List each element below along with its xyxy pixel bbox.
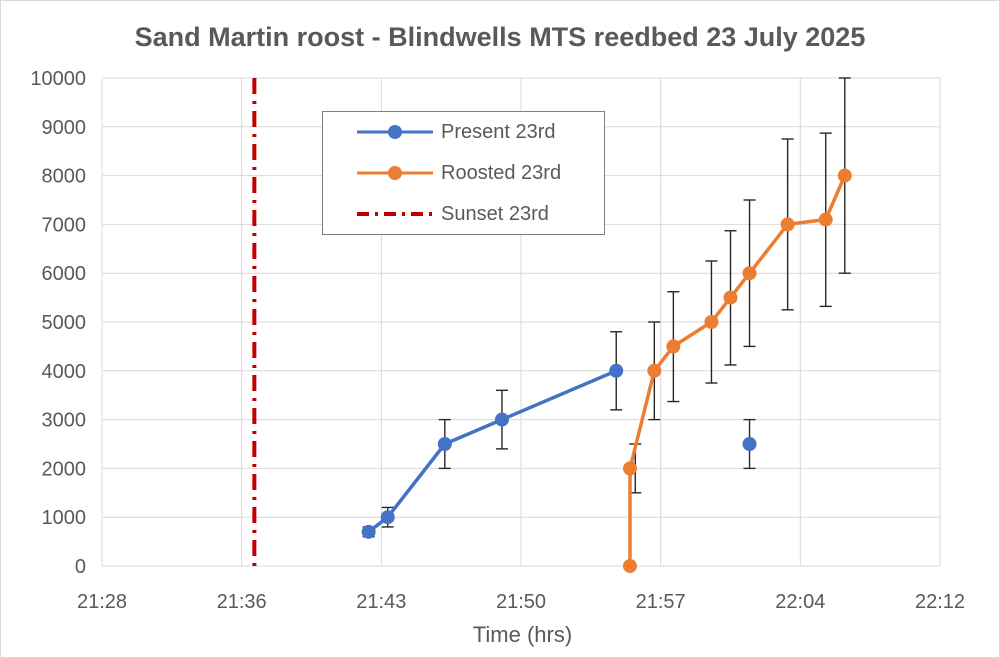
y-tick-label: 8000 [42, 166, 87, 188]
x-tick-label: 21:43 [356, 591, 406, 613]
roosted-point [742, 266, 757, 281]
y-tick-label: 1000 [42, 507, 87, 529]
legend-label-roosted: Roosted 23rd [441, 162, 562, 184]
legend-label-present: Present 23rd [441, 121, 556, 143]
roosted-point [818, 212, 833, 227]
y-tick-label: 5000 [42, 312, 87, 334]
legend-swatch-present [357, 125, 433, 139]
roosted-series-line [628, 174, 847, 566]
roosted-point [780, 217, 795, 232]
series-layer [252, 77, 852, 573]
legend-item-present: Present 23rd [323, 117, 604, 147]
roosted-point [623, 461, 637, 476]
roosted-point [723, 290, 738, 305]
x-tick-labels: 21:28 21:36 21:43 21:50 21:57 22:04 22:12 [77, 591, 965, 613]
x-axis-title: Time (hrs) [472, 622, 573, 647]
x-tick-label: 21:36 [217, 591, 267, 613]
present-point [380, 510, 395, 525]
legend-item-roosted: Roosted 23rd [323, 158, 604, 188]
legend-swatch-sunset [357, 212, 433, 216]
y-tick-label: 7000 [42, 214, 87, 236]
present-point [361, 524, 376, 539]
legend: Present 23rd Roosted 23rd Sunset 23rd [322, 111, 605, 235]
y-tick-label: 0 [75, 556, 86, 578]
y-tick-label: 10000 [30, 68, 86, 90]
chart-title: Sand Martin roost - Blindwells MTS reedb… [134, 22, 866, 52]
y-tick-label: 9000 [42, 117, 87, 139]
legend-item-sunset: Sunset 23rd [323, 199, 604, 229]
roosted-point [704, 315, 719, 329]
roosted-point [623, 559, 637, 573]
x-tick-label: 21:28 [77, 591, 127, 613]
roosted-point [837, 168, 852, 183]
x-tick-label: 21:57 [636, 591, 686, 613]
x-tick-label: 22:04 [775, 591, 825, 613]
y-tick-label: 3000 [42, 410, 87, 432]
present-point [609, 363, 624, 378]
roosted-point [666, 339, 681, 354]
x-tick-label: 22:12 [915, 591, 965, 613]
roosted-point [647, 363, 662, 378]
present-series-line [367, 369, 617, 534]
x-tick-label: 21:50 [496, 591, 546, 613]
present-point [437, 437, 452, 451]
present-point [494, 412, 509, 427]
y-tick-labels: 0 1000 2000 3000 4000 5000 6000 7000 8000 9000 100… [30, 68, 86, 578]
y-tick-label: 4000 [42, 361, 87, 383]
present-point [742, 437, 757, 451]
y-tick-label: 2000 [42, 458, 87, 480]
legend-swatch-roosted [357, 166, 433, 180]
y-tick-label: 6000 [42, 263, 87, 285]
legend-label-sunset: Sunset 23rd [441, 203, 549, 225]
